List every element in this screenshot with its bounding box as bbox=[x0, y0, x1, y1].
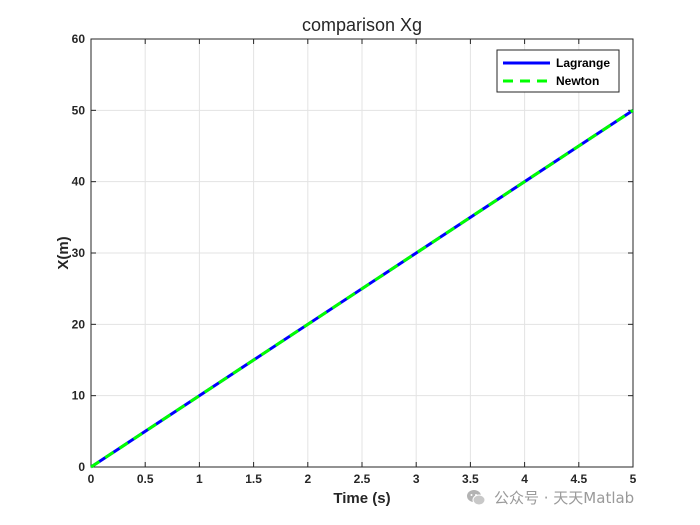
x-tick-label: 2.5 bbox=[354, 472, 371, 486]
x-tick-label: 4.5 bbox=[570, 472, 587, 486]
y-axis-ticks: 0 10 20 30 40 50 60 bbox=[72, 32, 633, 474]
x-tick-label: 1 bbox=[196, 472, 203, 486]
y-tick-label: 20 bbox=[72, 317, 86, 331]
x-tick-label: 0 bbox=[88, 472, 95, 486]
watermark-text: 公众号 · 天天Matlab bbox=[494, 489, 635, 507]
x-tick-label: 4 bbox=[521, 472, 528, 486]
x-tick-label: 0.5 bbox=[137, 472, 154, 486]
y-tick-label: 40 bbox=[72, 175, 86, 189]
legend-label-newton: Newton bbox=[556, 74, 599, 88]
y-tick-label: 50 bbox=[72, 103, 86, 117]
wechat-icon bbox=[467, 489, 486, 505]
x-tick-label: 3.5 bbox=[462, 472, 479, 486]
chart-title: comparison Xg bbox=[302, 15, 422, 35]
legend-label-lagrange: Lagrange bbox=[556, 56, 610, 70]
watermark: 公众号 · 天天Matlab bbox=[466, 487, 634, 508]
y-tick-label: 10 bbox=[72, 389, 86, 403]
y-tick-label: 30 bbox=[72, 246, 86, 260]
y-tick-label: 60 bbox=[72, 32, 86, 46]
series-line-newton bbox=[90, 109, 634, 469]
series-layer bbox=[90, 109, 634, 469]
x-axis-title: Time (s) bbox=[333, 490, 390, 507]
x-tick-label: 3 bbox=[413, 472, 420, 486]
x-tick-label: 2 bbox=[304, 472, 311, 486]
x-tick-label: 5 bbox=[630, 472, 637, 486]
y-axis-title: X(m) bbox=[55, 236, 72, 269]
y-tick-label: 0 bbox=[78, 460, 85, 474]
x-tick-label: 1.5 bbox=[245, 472, 262, 486]
legend: Lagrange Newton bbox=[496, 49, 620, 93]
x-axis-ticks: 0 0.5 1 1.5 2 2.5 3 3.5 4 4.5 5 bbox=[88, 39, 637, 486]
legend-box bbox=[496, 49, 620, 93]
grid bbox=[90, 38, 634, 468]
